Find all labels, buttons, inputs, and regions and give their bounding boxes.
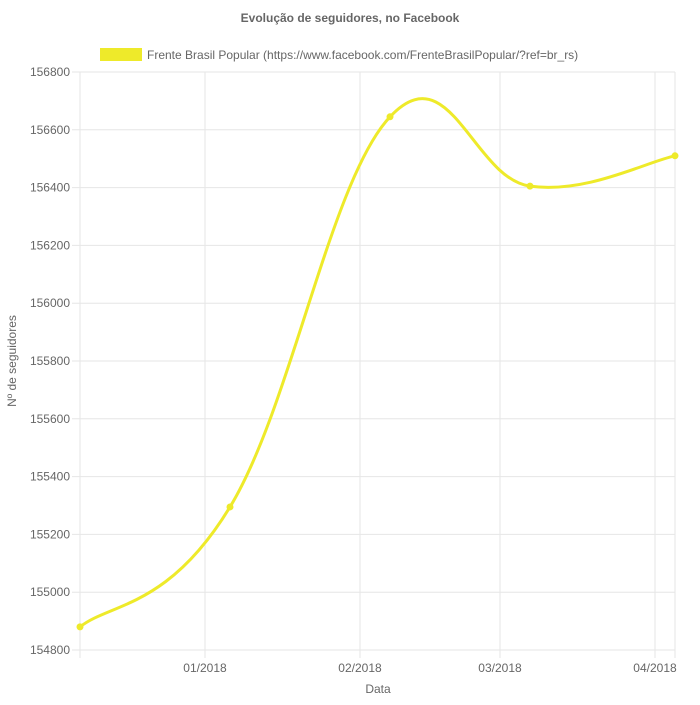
legend[interactable]: Frente Brasil Popular (https://www.faceb… <box>100 48 578 62</box>
x-tick-label: 04/2018 <box>633 661 677 675</box>
x-tick-label: 01/2018 <box>183 661 227 675</box>
y-tick-label: 155200 <box>30 527 70 541</box>
series-line <box>78 97 677 629</box>
data-point[interactable] <box>526 182 534 190</box>
y-tick-label: 155400 <box>30 470 70 484</box>
y-tick-label: 155000 <box>30 585 70 599</box>
y-axis-label: Nº de seguidores <box>5 315 19 407</box>
x-axis: 01/2018 02/2018 03/2018 04/2018 <box>183 661 677 675</box>
x-axis-label: Data <box>365 682 391 696</box>
series-layer <box>76 97 679 631</box>
y-tick-label: 156800 <box>30 65 70 79</box>
chart-title: Evolução de seguidores, no Facebook <box>241 11 460 25</box>
y-tick-label: 156200 <box>30 238 70 252</box>
y-tick-label: 156400 <box>30 181 70 195</box>
x-tick-label: 02/2018 <box>338 661 382 675</box>
y-tick-label: 156600 <box>30 123 70 137</box>
y-tick-label: 155600 <box>30 412 70 426</box>
data-point[interactable] <box>76 623 84 631</box>
grid <box>72 71 676 658</box>
x-tick-label: 03/2018 <box>478 661 522 675</box>
legend-label: Frente Brasil Popular (https://www.faceb… <box>147 48 578 62</box>
y-tick-label: 155800 <box>30 354 70 368</box>
data-point[interactable] <box>386 113 394 121</box>
data-point[interactable] <box>671 152 679 160</box>
y-axis: 156800 156600 156400 156200 156000 155800 1556… <box>30 65 70 657</box>
data-point[interactable] <box>226 503 234 511</box>
y-tick-label: 156000 <box>30 296 70 310</box>
y-tick-label: 154800 <box>30 643 70 657</box>
legend-swatch <box>100 48 142 61</box>
